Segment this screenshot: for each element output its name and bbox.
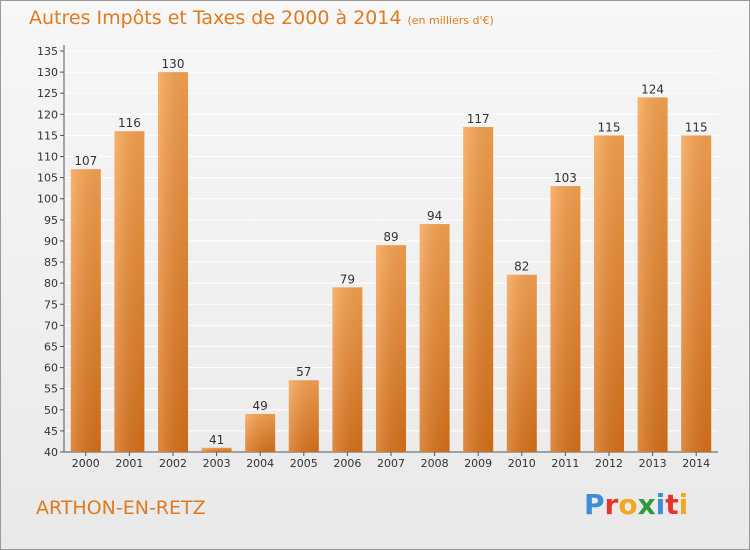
data-label-2013: 124 (641, 82, 664, 96)
y-tick-label: 95 (44, 214, 58, 227)
bar-shade-2006 (332, 287, 363, 452)
y-tick-label: 105 (37, 172, 58, 185)
bar-shade-2000 (70, 169, 101, 453)
x-tick-label-2003: 2003 (203, 457, 231, 470)
data-label-2000: 107 (74, 154, 97, 168)
bar-shade-2014 (681, 135, 712, 452)
x-tick-label-2001: 2001 (115, 457, 143, 470)
chart-title: Autres Impôts et Taxes de 2000 à 2014 (en… (29, 7, 494, 29)
logo-letter: t (665, 488, 679, 521)
y-tick-label: 120 (37, 108, 58, 121)
x-tick-label-2002: 2002 (159, 457, 187, 470)
y-tick-label: 100 (37, 193, 58, 206)
data-label-2005: 57 (296, 365, 311, 379)
bar-shade-2007 (376, 245, 406, 452)
bar-shade-2011 (550, 186, 581, 453)
y-tick-label: 130 (37, 66, 58, 79)
x-tick-label-2014: 2014 (682, 457, 710, 470)
x-tick-label-2010: 2010 (508, 457, 536, 470)
data-label-2001: 116 (118, 116, 141, 130)
y-tick-label: 50 (44, 404, 58, 417)
logo-letter: x (637, 488, 656, 521)
x-tick-label-2009: 2009 (464, 457, 492, 470)
y-tick-label: 45 (44, 425, 58, 438)
y-tick-label: 85 (44, 256, 58, 269)
y-tick-label: 75 (44, 298, 58, 311)
data-label-2004: 49 (253, 399, 268, 413)
proxiti-logo: Proxiti (584, 488, 688, 521)
y-tick-label: 55 (44, 383, 58, 396)
x-tick-label-2008: 2008 (421, 457, 449, 470)
y-tick-label: 70 (44, 319, 58, 332)
bars (70, 72, 712, 453)
logo-letter: r (604, 488, 619, 521)
logo-letter: i (678, 488, 689, 521)
bar-shade-2010 (506, 274, 537, 452)
y-tick-label: 135 (37, 45, 58, 58)
logo-letter: o (618, 488, 638, 521)
x-tick-labels: 2000 2001 2002 2003 2004 2005 2006 2007 2008 2009… (72, 457, 710, 470)
y-tick-label: 125 (37, 87, 58, 100)
data-label-2002: 130 (162, 57, 185, 71)
bar-shade-2012 (594, 135, 624, 452)
data-label-2010: 82 (514, 260, 529, 274)
data-label-2012: 115 (598, 120, 621, 134)
bar-shade-2005 (288, 380, 319, 452)
x-tick-label-2006: 2006 (333, 457, 361, 470)
title-text: Autres Impôts et Taxes de 2000 à 2014 (29, 7, 402, 29)
bar-shade-2001 (114, 131, 145, 452)
y-tick-label: 90 (44, 235, 58, 248)
logo-letter: i (655, 488, 666, 521)
data-labels: 107 116 130 41 49 57 79 89 94 117 82 103 115 124 115 (74, 57, 707, 447)
y-tick-label: 110 (37, 151, 58, 164)
y-tick-labels: 40 45 50 55 60 65 70 75 80 85 90 95 100 105 110 115 120 1… (37, 45, 58, 459)
bar-shade-2013 (637, 97, 668, 452)
data-label-2006: 79 (340, 272, 355, 286)
y-tick-label: 60 (44, 362, 58, 375)
x-tick-label-2013: 2013 (639, 457, 667, 470)
data-label-2009: 117 (467, 112, 490, 126)
y-tick-label: 80 (44, 277, 58, 290)
x-tick-label-2011: 2011 (551, 457, 579, 470)
y-tick-label: 65 (44, 340, 58, 353)
bar-shade-2009 (463, 126, 494, 453)
x-tick-label-2004: 2004 (246, 457, 274, 470)
data-label-2003: 41 (209, 433, 224, 447)
y-tick-label: 40 (44, 446, 58, 459)
bar-shade-2003 (201, 447, 232, 452)
x-tick-label-2007: 2007 (377, 457, 405, 470)
data-label-2011: 103 (554, 171, 577, 185)
data-label-2008: 94 (427, 209, 442, 223)
y-tick-label: 115 (37, 129, 58, 142)
data-label-2007: 89 (383, 230, 398, 244)
bar-shade-2002 (158, 72, 188, 453)
x-tick-label-2012: 2012 (595, 457, 623, 470)
bar-shade-2008 (419, 224, 450, 452)
title-unit: (en milliers d'€) (407, 14, 494, 27)
commune-name: ARTHON-EN-RETZ (36, 497, 206, 519)
data-label-2014: 115 (685, 120, 708, 134)
x-tick-label-2005: 2005 (290, 457, 318, 470)
bar-shade-2004 (245, 414, 276, 452)
logo-letter: P (584, 488, 605, 521)
x-tick-label-2000: 2000 (72, 457, 100, 470)
